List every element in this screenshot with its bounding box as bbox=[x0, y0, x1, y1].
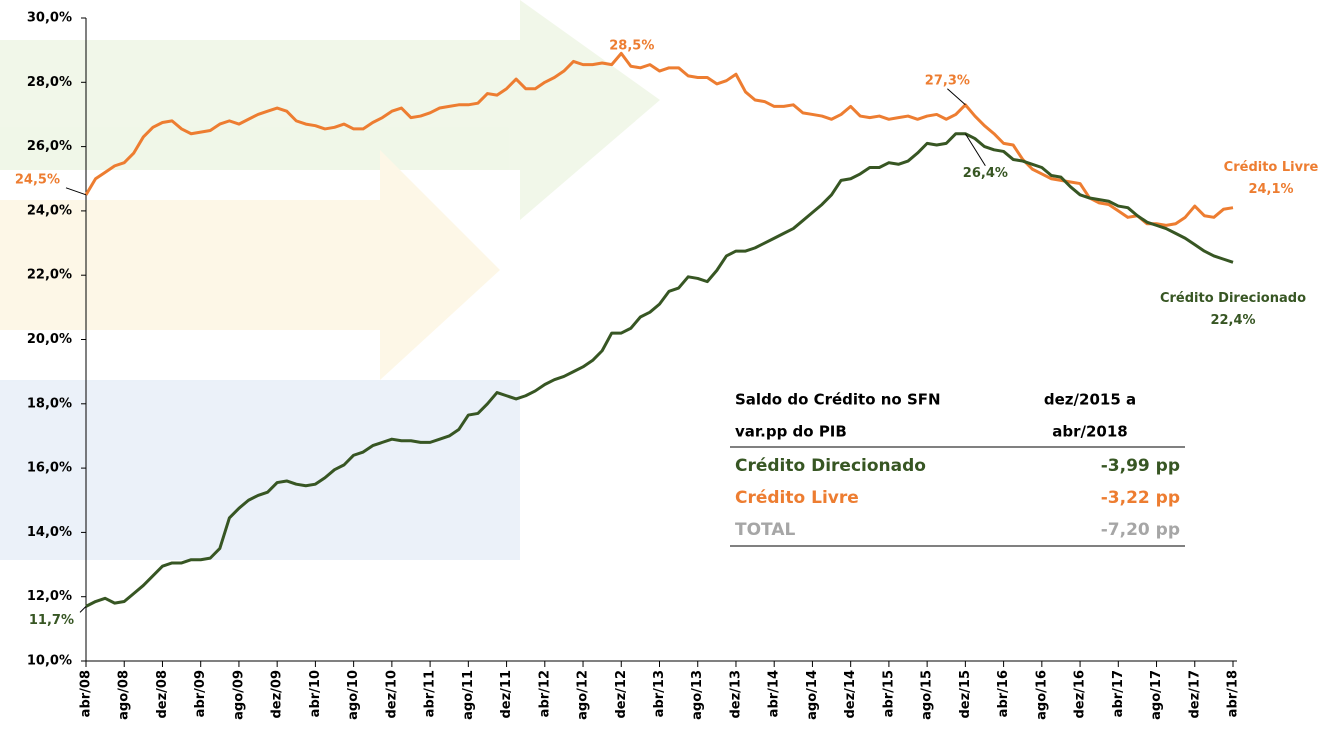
x-tick-label: abr/14 bbox=[767, 670, 782, 717]
y-tick-label: 18,0% bbox=[27, 396, 72, 411]
y-tick-label: 12,0% bbox=[27, 589, 72, 604]
x-tick-label: abr/15 bbox=[881, 670, 896, 717]
y-tick-label: 28,0% bbox=[27, 75, 72, 90]
y-tick-label: 26,0% bbox=[27, 139, 72, 154]
table-header: var.pp do PIB bbox=[735, 423, 847, 441]
y-tick-label: 10,0% bbox=[27, 654, 72, 669]
value-label: 26,4% bbox=[963, 166, 1008, 181]
y-tick-label: 16,0% bbox=[27, 461, 72, 476]
label-leader bbox=[66, 188, 86, 195]
x-tick-label: abr/13 bbox=[652, 670, 667, 717]
table-row-value: -3,22 pp bbox=[1101, 488, 1180, 508]
value-label: 11,7% bbox=[29, 613, 74, 628]
bg-arrow bbox=[0, 0, 660, 220]
x-tick-label: abr/09 bbox=[193, 670, 208, 717]
bg-block bbox=[0, 380, 520, 560]
y-tick-label: 14,0% bbox=[27, 525, 72, 540]
series-name-label: Crédito Direcionado bbox=[1160, 291, 1306, 306]
value-label: 22,4% bbox=[1210, 313, 1255, 328]
x-tick-label: abr/17 bbox=[1111, 670, 1126, 717]
table-row-value: -7,20 pp bbox=[1101, 520, 1180, 540]
x-tick-label: ago/14 bbox=[805, 670, 820, 720]
x-tick-label: dez/16 bbox=[1073, 670, 1088, 719]
x-tick-label: dez/09 bbox=[270, 670, 285, 719]
background-arrows bbox=[0, 0, 660, 560]
value-label: 24,1% bbox=[1248, 182, 1293, 197]
value-label: 28,5% bbox=[609, 39, 654, 54]
x-tick-label: abr/18 bbox=[1226, 670, 1241, 717]
y-tick-label: 30,0% bbox=[27, 11, 72, 26]
value-label: 24,5% bbox=[15, 172, 60, 187]
chart: Saldo do Crédito no SFN dez/2015 a var.pp … bbox=[0, 0, 1327, 736]
table-header: dez/2015 a bbox=[1044, 391, 1136, 409]
table-row-label: TOTAL bbox=[735, 520, 795, 540]
x-tick-label: dez/10 bbox=[384, 670, 399, 719]
table-row-label: Crédito Direcionado bbox=[735, 456, 926, 476]
x-tick-label: dez/15 bbox=[958, 670, 973, 719]
table-header: Saldo do Crédito no SFN bbox=[735, 391, 941, 409]
x-tick-label: dez/12 bbox=[614, 670, 629, 719]
label-leader bbox=[947, 89, 965, 105]
series-name-label: Crédito Livre bbox=[1224, 160, 1319, 175]
x-tick-label: ago/17 bbox=[1149, 670, 1164, 720]
x-tick-label: abr/12 bbox=[537, 670, 552, 717]
x-tick-label: abr/16 bbox=[996, 670, 1011, 717]
bg-arrow bbox=[0, 150, 500, 380]
x-tick-label: dez/13 bbox=[728, 670, 743, 719]
x-tick-label: dez/08 bbox=[155, 670, 170, 719]
x-tick-label: dez/11 bbox=[499, 670, 514, 719]
table-header: abr/2018 bbox=[1052, 423, 1127, 441]
x-tick-label: ago/10 bbox=[346, 670, 361, 720]
x-tick-label: dez/17 bbox=[1187, 670, 1202, 719]
table-row-label: Crédito Livre bbox=[735, 488, 859, 508]
x-tick-label: dez/14 bbox=[843, 670, 858, 719]
y-tick-label: 22,0% bbox=[27, 268, 72, 283]
x-tick-label: ago/13 bbox=[690, 670, 705, 720]
x-tick-label: ago/16 bbox=[1034, 670, 1049, 720]
y-tick-label: 20,0% bbox=[27, 332, 72, 347]
y-tick-label: 24,0% bbox=[27, 203, 72, 218]
x-tick-label: abr/11 bbox=[423, 670, 438, 717]
table-row-value: -3,99 pp bbox=[1101, 456, 1180, 476]
x-tick-label: ago/11 bbox=[461, 670, 476, 720]
x-tick-label: abr/08 bbox=[79, 670, 94, 717]
label-leader bbox=[80, 606, 86, 612]
x-tick-label: abr/10 bbox=[308, 670, 323, 717]
x-tick-label: ago/09 bbox=[231, 670, 246, 720]
x-tick-label: ago/15 bbox=[920, 670, 935, 720]
x-tick-label: ago/12 bbox=[576, 670, 591, 720]
value-label: 27,3% bbox=[925, 73, 970, 88]
summary-table: Saldo do Crédito no SFN dez/2015 a var.pp … bbox=[730, 391, 1185, 547]
x-tick-label: ago/08 bbox=[117, 670, 132, 720]
